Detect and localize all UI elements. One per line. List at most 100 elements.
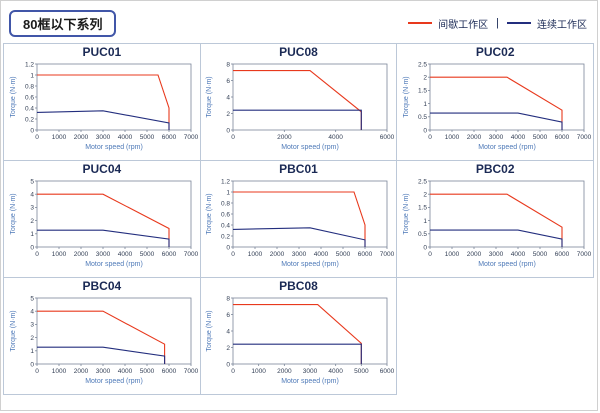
- y-tick-label: 0.8: [221, 200, 230, 207]
- y-tick-label: 0.2: [221, 233, 230, 240]
- y-tick-label: 8: [227, 295, 231, 302]
- x-tick-label: 6000: [555, 251, 570, 258]
- chart-pbc08: PBC08 0 1000 2000 3000 4000 5000 6000 0 2 4 6 8 Motor…: [199, 277, 398, 395]
- y-tick-label: 0.4: [25, 105, 34, 112]
- y-tick-label: 1: [424, 218, 428, 225]
- x-tick-label: 7000: [184, 368, 198, 375]
- x-tick-label: 7000: [577, 251, 591, 258]
- chart-title: PUC08: [279, 45, 318, 59]
- series-continuous-line: [233, 227, 367, 247]
- chart-puc04: PUC04 0 1000 2000 3000 4000 5000 6000 7000 0 1 2 3 4 5…: [3, 160, 201, 278]
- x-tick-label: 3000: [292, 251, 307, 258]
- series-continuous-line: [36, 110, 170, 130]
- chart-puc01: PUC01 0 1000 2000 3000 4000 5000 6000 7000 0 0.2 0.…: [3, 43, 201, 161]
- y-tick-label: 6: [227, 78, 231, 85]
- x-tick-label: 1000: [445, 134, 460, 141]
- y-tick-label: 3: [30, 205, 34, 212]
- y-tick-label: 0: [227, 361, 231, 368]
- x-axis-label: Motor speed (rpm): [282, 144, 340, 151]
- x-tick-label: 4000: [329, 368, 344, 375]
- header: 80框以下系列 间歇工作区 | 连续工作区: [1, 1, 597, 42]
- x-tick-label: 0: [232, 134, 236, 141]
- y-axis-label: Torque (N·m): [206, 310, 213, 351]
- x-tick-label: 3000: [489, 251, 504, 258]
- x-tick-label: 3000: [96, 134, 111, 141]
- chart-puc02: PUC02 0 1000 2000 3000 4000 5000 6000 7000 0 0.5 1 1…: [396, 43, 594, 161]
- x-tick-label: 7000: [577, 134, 591, 141]
- chart-plot: 0 1000 2000 3000 4000 5000 6000 0 2 4 6 8 Motor spee…: [206, 295, 394, 385]
- series-intermittent-line: [36, 193, 170, 247]
- y-tick-label: 0: [30, 361, 34, 368]
- y-tick-label: 3: [30, 322, 34, 329]
- chart-puc08: PUC08 0 2000 4000 6000 0 2 4 6 8 Motor speed (rpm)…: [199, 43, 398, 161]
- chart-title: PUC04: [82, 162, 122, 176]
- x-tick-label: 0: [232, 368, 236, 375]
- series-continuous-line: [430, 112, 563, 130]
- x-tick-label: 6000: [380, 368, 394, 375]
- y-tick-label: 0: [424, 127, 428, 134]
- y-tick-label: 2: [227, 111, 231, 118]
- series-intermittent-line: [233, 191, 367, 247]
- y-axis-label: Torque (N·m): [206, 76, 213, 117]
- x-tick-label: 3000: [489, 134, 504, 141]
- x-tick-label: 4000: [329, 134, 344, 141]
- x-tick-label: 0: [428, 251, 432, 258]
- x-tick-label: 7000: [184, 251, 198, 258]
- legend-label-continuous: 连续工作区: [537, 19, 587, 31]
- y-tick-label: 1: [30, 72, 34, 79]
- legend-separator: |: [496, 17, 499, 29]
- y-tick-label: 2.5: [418, 178, 427, 185]
- chart-title: PBC08: [279, 279, 318, 293]
- x-tick-label: 6000: [380, 134, 394, 141]
- legend-intermittent-line-icon: [408, 22, 433, 24]
- y-tick-label: 1.5: [418, 88, 427, 95]
- y-tick-label: 4: [227, 328, 231, 335]
- x-tick-label: 2000: [74, 368, 89, 375]
- x-tick-label: 3000: [96, 251, 111, 258]
- y-tick-label: 1: [30, 231, 34, 238]
- x-tick-label: 6000: [162, 134, 177, 141]
- y-tick-label: 2: [30, 218, 34, 225]
- x-tick-label: 1000: [252, 368, 267, 375]
- y-tick-label: 4: [30, 309, 34, 316]
- x-axis-label: Motor speed (rpm): [85, 261, 143, 268]
- x-tick-label: 4000: [314, 251, 329, 258]
- chart-title: PUC01: [82, 45, 122, 59]
- y-tick-label: 1: [424, 101, 428, 108]
- chart-plot: 0 1000 2000 3000 4000 5000 6000 7000 0 1 2 3 4 5 Motor…: [10, 178, 198, 268]
- x-axis-label: Motor speed (rpm): [478, 261, 536, 268]
- x-tick-label: 1000: [52, 251, 67, 258]
- y-tick-label: 5: [30, 178, 34, 185]
- y-tick-label: 6: [227, 312, 231, 319]
- x-tick-label: 5000: [140, 251, 155, 258]
- y-tick-label: 2: [30, 335, 34, 342]
- x-tick-label: 2000: [74, 251, 89, 258]
- y-axis-label: Torque (N·m): [10, 310, 17, 351]
- x-tick-label: 0: [35, 251, 39, 258]
- x-tick-label: 5000: [140, 134, 155, 141]
- x-tick-label: 2000: [467, 134, 482, 141]
- y-axis-label: Torque (N·m): [10, 193, 17, 234]
- chart-title: PBC01: [279, 162, 318, 176]
- series-continuous-line: [233, 109, 363, 130]
- chart-plot: 0 1000 2000 3000 4000 5000 6000 7000 0 0.5 1 1.5 2 2.…: [403, 178, 591, 268]
- x-tick-label: 0: [35, 368, 39, 375]
- series-continuous-line: [36, 346, 165, 364]
- x-axis-label: Motor speed (rpm): [282, 378, 340, 385]
- x-tick-label: 1000: [52, 134, 67, 141]
- x-tick-label: 6000: [162, 368, 177, 375]
- chart-title: PBC02: [475, 162, 515, 176]
- y-tick-label: 2: [227, 345, 231, 352]
- y-tick-label: 0.8: [25, 83, 34, 90]
- chart-plot: 0 1000 2000 3000 4000 5000 6000 7000 0 0.2 0.4 0.6 0…: [10, 61, 198, 151]
- y-tick-label: 0: [30, 127, 34, 134]
- x-tick-label: 4000: [118, 251, 133, 258]
- series-continuous-line: [233, 343, 363, 364]
- y-tick-label: 8: [227, 61, 231, 68]
- x-tick-label: 4000: [511, 134, 526, 141]
- y-tick-label: 0.5: [418, 114, 427, 121]
- chart-pbc02: PBC02 0 1000 2000 3000 4000 5000 6000 7000 0 0.5 1 1…: [396, 160, 594, 278]
- x-tick-label: 4000: [511, 251, 526, 258]
- x-tick-label: 2000: [278, 368, 293, 375]
- chart-plot: 0 2000 4000 6000 0 2 4 6 8 Motor speed (rpm) Torqu…: [206, 61, 394, 151]
